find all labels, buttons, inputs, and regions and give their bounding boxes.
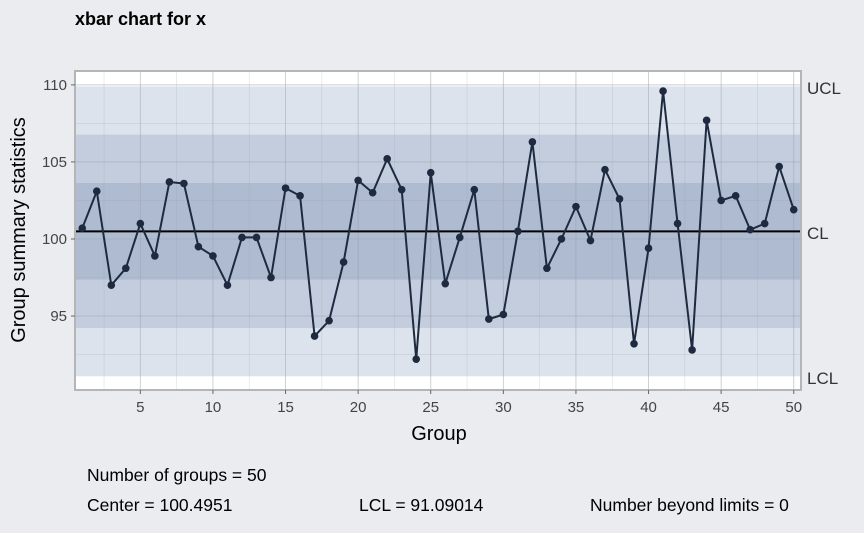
data-point [601,165,609,174]
data-point [673,219,682,228]
data-point [252,233,261,242]
x-tick-label: 45 [713,399,730,416]
x-tick-label: 5 [136,399,144,416]
data-point [281,184,290,192]
x-tick-label: 25 [422,399,439,416]
data-point [543,264,551,273]
stat-number-of-groups: Number of groups = 50 [87,465,267,485]
data-point [122,264,130,273]
x-tick-label: 30 [495,399,512,416]
data-point [760,219,769,228]
y-tick-label: 95 [50,308,67,325]
data-point [107,281,116,290]
data-point [731,192,740,200]
data-point [136,219,145,228]
data-point [368,188,377,197]
data-points [78,87,798,363]
x-tick-label: 35 [568,399,585,416]
x-tick-label: 40 [640,399,657,416]
data-point [615,195,624,203]
data-point [397,185,406,194]
data-point [702,116,711,125]
data-point [717,196,725,205]
data-point [499,310,508,319]
data-point [151,252,159,260]
data-point [572,202,580,211]
data-point [209,252,217,260]
cl-label: CL [807,224,829,243]
data-point [310,332,319,340]
y-axis-ticks: 95 100 105 110 [42,77,75,325]
data-point [441,279,450,288]
x-tick-label: 10 [205,399,222,416]
ucl-label: UCL [807,79,841,98]
data-point [586,236,595,245]
data-point [180,179,188,188]
lcl-label: LCL [807,369,838,388]
data-point [383,155,391,163]
x-tick-label: 15 [277,399,294,416]
data-point [339,258,348,266]
data-point [194,242,203,251]
data-point [223,281,232,290]
data-point [426,168,435,177]
x-tick-label: 20 [350,399,367,416]
stat-lcl: LCL = 91.09014 [359,495,484,515]
data-point [325,316,333,325]
data-point [644,244,653,253]
data-point [78,224,87,232]
data-point [659,87,667,95]
stat-center: Center = 100.4951 [87,495,232,515]
x-tick-label: 50 [785,399,802,416]
data-point [354,176,362,185]
data-point [557,235,566,243]
data-point [528,138,537,146]
data-point [688,346,696,354]
data-point [630,339,638,348]
y-axis-title: Group summary statistics [8,117,30,343]
data-point [455,233,464,242]
stat-beyond-limits: Number beyond limits = 0 [590,495,789,515]
data-point [775,162,784,171]
data-point [92,187,101,196]
y-tick-label: 100 [42,231,67,248]
x-axis-ticks: 5 10 15 20 25 30 35 40 45 50 [136,390,802,416]
data-point [296,192,304,200]
data-point [746,225,754,234]
x-axis-title: Group [411,423,467,445]
y-tick-label: 110 [43,77,67,94]
data-point [470,185,479,194]
data-point [165,178,174,186]
data-point [789,205,798,214]
data-point [267,273,275,282]
data-point [238,233,246,242]
y-tick-label: 105 [42,154,67,171]
data-point [412,355,421,363]
chart-title: xbar chart for x [75,9,206,29]
data-point [485,315,493,323]
data-point [514,227,522,236]
